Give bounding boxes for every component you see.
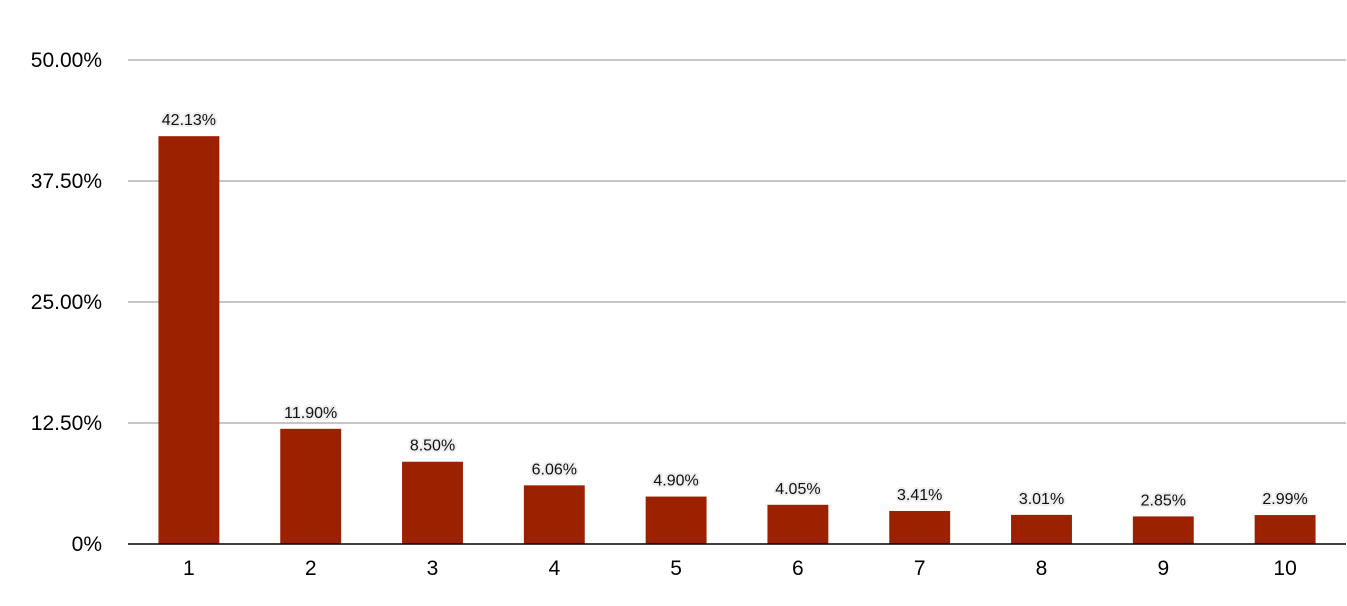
- y-tick-label: 12.50%: [31, 412, 102, 435]
- data-label: 2.99%: [1262, 491, 1307, 508]
- data-label: 4.90%: [653, 473, 698, 490]
- x-tick-label: 3: [427, 557, 439, 580]
- x-tick-label: 10: [1273, 557, 1296, 580]
- y-tick-label: 25.00%: [31, 291, 102, 314]
- data-label: 11.90%: [284, 405, 337, 422]
- bar: [280, 428, 342, 544]
- bars: [158, 136, 1316, 545]
- x-tick-label: 1: [183, 557, 195, 580]
- bar: [1011, 514, 1072, 544]
- data-labels: 42.13% 11.90% 8.50% 6.06% 4.90% 4.05% 3.41% 3.0…: [160, 110, 1310, 511]
- x-tick-label: 5: [670, 557, 682, 580]
- x-tick-label: 9: [1157, 557, 1169, 580]
- bar: [1132, 516, 1194, 544]
- data-label: 2.85%: [1141, 492, 1186, 509]
- data-label: 4.05%: [775, 481, 820, 498]
- x-axis-ticks: 1 2 3 4 5 6 7 8 9 10: [183, 557, 1297, 580]
- y-tick-label: 50.00%: [31, 49, 102, 72]
- data-label: 3.01%: [1019, 491, 1064, 508]
- x-tick-label: 4: [548, 557, 560, 580]
- bar: [767, 504, 829, 544]
- data-label: 8.50%: [410, 438, 455, 455]
- bar: [889, 510, 951, 544]
- data-label: 42.13%: [162, 112, 216, 129]
- data-label: 3.41%: [897, 487, 942, 504]
- bar: [1254, 515, 1316, 544]
- y-tick-label: 37.50%: [31, 170, 102, 193]
- x-tick-label: 7: [914, 557, 926, 580]
- gridlines: [128, 59, 1346, 424]
- y-tick-label: 0%: [72, 533, 102, 556]
- bar: [523, 485, 585, 544]
- x-tick-label: 6: [792, 557, 804, 580]
- bar: [402, 461, 463, 544]
- bar: [645, 496, 707, 544]
- y-axis-ticks: 0% 12.50% 25.00% 37.50% 50.00%: [31, 49, 102, 556]
- bar: [158, 136, 220, 545]
- x-tick-label: 2: [305, 557, 317, 580]
- x-tick-label: 8: [1036, 557, 1048, 580]
- data-label: 6.06%: [532, 461, 577, 478]
